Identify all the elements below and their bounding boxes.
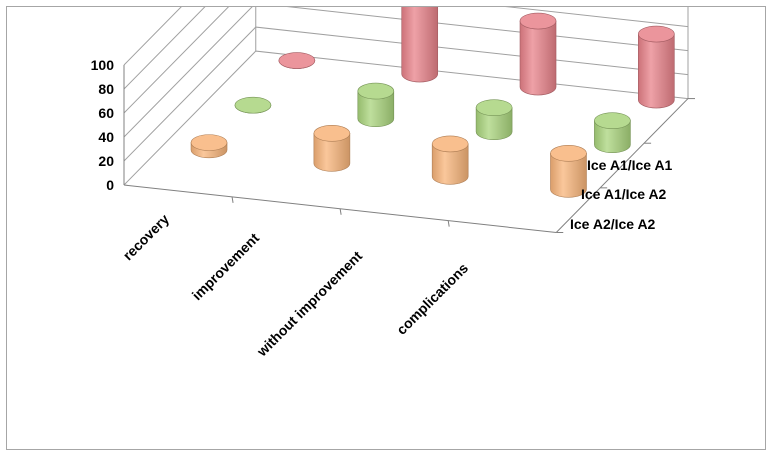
bar-top — [638, 25, 675, 43]
y-tick-label: 100 — [91, 57, 115, 73]
bar-top — [431, 135, 469, 153]
x-tick-mark — [231, 196, 234, 203]
bar-top — [550, 145, 587, 162]
axes — [123, 65, 696, 233]
bar-body — [594, 120, 631, 153]
bar-top — [278, 52, 316, 69]
x-tick-mark — [339, 208, 342, 215]
bar-top — [190, 134, 228, 151]
bar-cylinder — [401, 7, 439, 83]
bar-body — [357, 90, 395, 127]
chart-frame: 0 20 40 60 80 100 recovery improvement without i… — [6, 6, 766, 450]
bar-body — [431, 143, 469, 185]
x-tick-label: improvement — [189, 230, 263, 304]
gridline — [123, 7, 182, 66]
bar-cylinder — [234, 96, 272, 114]
depth-tick-label: Ice A2/Ice A2 — [570, 216, 656, 232]
bar-body — [550, 153, 587, 198]
bar-body — [519, 20, 557, 96]
y-tick-label: 60 — [98, 105, 114, 121]
bar-cylinder — [431, 135, 469, 185]
x-tick-label: complications — [393, 260, 471, 338]
gridline — [123, 7, 689, 114]
bar-cylinder — [475, 99, 513, 140]
bar-body — [313, 133, 351, 172]
bar-top — [357, 82, 395, 100]
bar-cylinder — [550, 145, 587, 198]
bar-top — [594, 112, 631, 129]
y-tick-label: 0 — [106, 177, 114, 193]
depth-tick-label: Ice A1/Ice A1 — [587, 157, 673, 173]
y-tick-label: 20 — [98, 153, 114, 169]
bar-cylinder — [357, 82, 395, 127]
bar-top — [234, 96, 272, 114]
bar-top — [313, 125, 351, 142]
x-tick-label: without improvement — [253, 248, 365, 360]
depth-axis-line — [555, 98, 689, 233]
gridline — [123, 7, 206, 90]
bar-cylinder — [278, 52, 316, 69]
bar-body — [475, 107, 513, 140]
x-tick-mark — [447, 220, 450, 227]
bar-body — [401, 7, 439, 83]
bar-cylinder — [594, 112, 631, 153]
bar-top — [475, 99, 513, 116]
y-tick-label: 40 — [98, 129, 114, 145]
bar-top — [519, 12, 557, 30]
bar-cylinder — [190, 134, 228, 159]
y-tick-label: 80 — [98, 81, 114, 97]
bars — [190, 7, 675, 198]
bar-cylinder — [638, 25, 675, 109]
x-tick-label: recovery — [120, 211, 173, 264]
depth-tick-label: Ice A1/Ice A2 — [581, 186, 667, 202]
bar-cylinder — [519, 12, 557, 96]
bar-cylinder — [313, 125, 351, 172]
bar-body — [638, 33, 675, 109]
